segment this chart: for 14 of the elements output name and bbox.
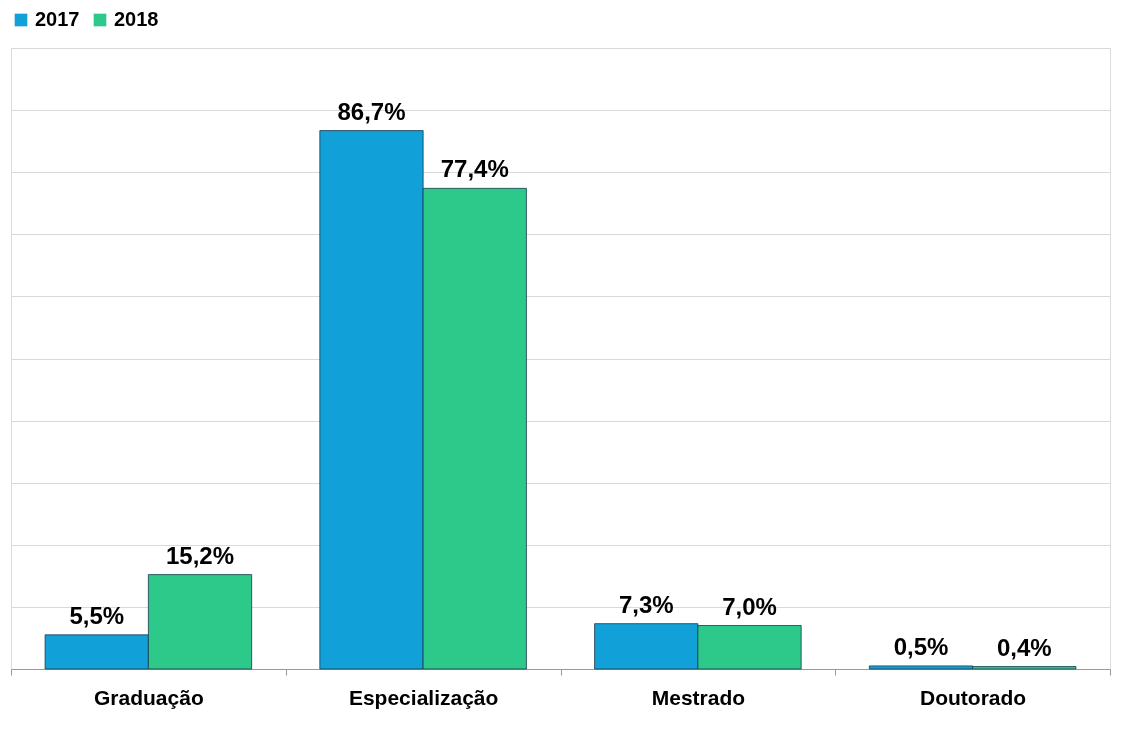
data-label: 86,7% [337,97,406,125]
data-label: 77,4% [440,155,509,183]
x-tick-label: Mestrado [651,685,746,709]
data-label: 7,3% [618,590,674,618]
x-tick-label: Doutorado [920,685,1027,709]
data-label: 0,4% [996,633,1052,661]
data-label: 15,2% [165,541,235,569]
data-label: 7,0% [722,592,777,620]
legend-label: 2018 [114,8,159,30]
x-tick-label: Graduação [94,685,204,709]
legend-label: 2017 [35,8,80,30]
data-label: 5,5% [69,601,125,629]
data-label: 0,5% [893,632,949,660]
x-tick-label: Especialização [348,685,499,709]
